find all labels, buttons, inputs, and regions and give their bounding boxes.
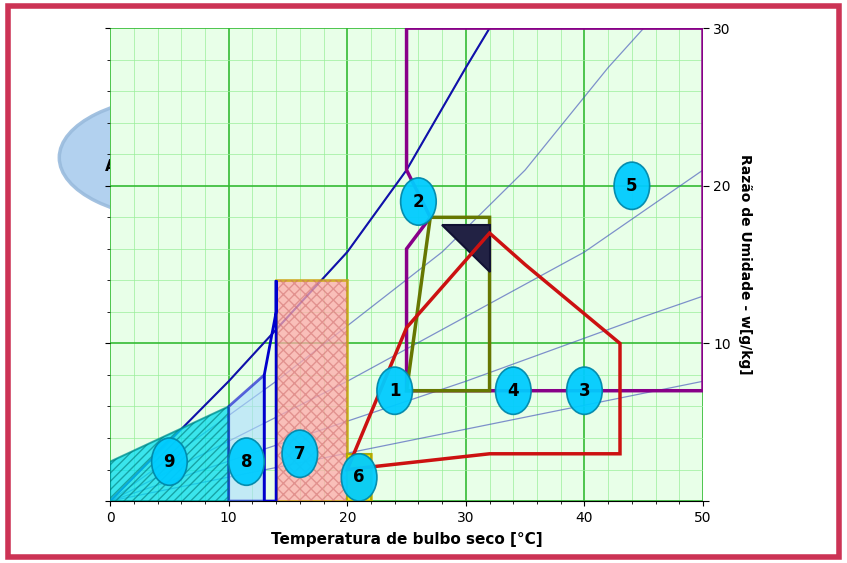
Circle shape xyxy=(614,162,650,209)
Circle shape xyxy=(152,438,187,485)
Text: 1: 1 xyxy=(389,382,401,400)
Polygon shape xyxy=(110,406,229,501)
Text: Massa Térmica e
Aquecimento Solar: Massa Térmica e Aquecimento Solar xyxy=(105,141,268,174)
Circle shape xyxy=(495,367,531,414)
FancyArrowPatch shape xyxy=(128,81,292,301)
Circle shape xyxy=(567,367,602,414)
Y-axis label: Razão de Umidade - w[g/kg]: Razão de Umidade - w[g/kg] xyxy=(738,154,752,375)
Circle shape xyxy=(341,454,377,501)
Text: 6: 6 xyxy=(353,468,365,486)
Ellipse shape xyxy=(59,96,313,220)
X-axis label: Temperatura de bulbo seco [°C]: Temperatura de bulbo seco [°C] xyxy=(271,531,542,547)
Text: 4: 4 xyxy=(507,382,519,400)
Circle shape xyxy=(401,178,436,225)
Circle shape xyxy=(377,367,412,414)
FancyArrowPatch shape xyxy=(114,59,298,301)
Text: 7: 7 xyxy=(294,445,306,463)
Polygon shape xyxy=(442,225,490,272)
Text: 3: 3 xyxy=(579,382,590,400)
Circle shape xyxy=(229,438,264,485)
Polygon shape xyxy=(347,454,371,501)
Circle shape xyxy=(282,430,318,477)
Text: 5: 5 xyxy=(626,177,638,195)
Text: 2: 2 xyxy=(412,193,424,211)
Text: 8: 8 xyxy=(241,453,252,471)
Polygon shape xyxy=(229,375,264,501)
Text: 9: 9 xyxy=(163,453,175,471)
Polygon shape xyxy=(276,280,371,501)
